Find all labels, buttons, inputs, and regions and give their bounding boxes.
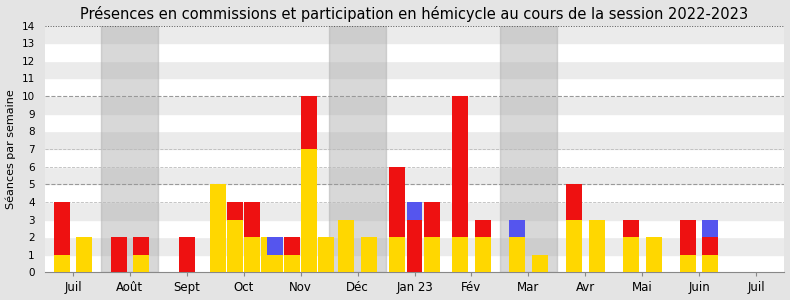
Bar bbox=[389, 167, 405, 237]
Bar bbox=[210, 184, 226, 272]
Bar bbox=[244, 237, 260, 272]
Bar bbox=[44, 114, 784, 131]
Bar bbox=[407, 202, 423, 220]
Bar bbox=[452, 96, 468, 237]
Bar bbox=[44, 237, 784, 255]
Bar bbox=[407, 220, 423, 272]
Bar bbox=[301, 96, 318, 149]
Bar bbox=[44, 43, 784, 61]
Bar bbox=[452, 237, 468, 272]
Bar bbox=[228, 202, 243, 220]
Bar bbox=[329, 26, 386, 272]
Bar bbox=[475, 220, 491, 237]
Bar bbox=[101, 26, 159, 272]
Bar bbox=[475, 237, 491, 272]
Y-axis label: Séances par semaine: Séances par semaine bbox=[6, 89, 16, 209]
Bar bbox=[679, 220, 696, 255]
Bar bbox=[54, 255, 70, 272]
Bar bbox=[702, 220, 718, 237]
Bar bbox=[623, 237, 639, 272]
Bar bbox=[423, 237, 439, 272]
Bar bbox=[44, 78, 784, 96]
Bar bbox=[645, 237, 661, 272]
Bar bbox=[623, 220, 639, 237]
Bar bbox=[44, 96, 784, 114]
Bar bbox=[244, 202, 260, 237]
Bar bbox=[44, 61, 784, 78]
Bar bbox=[532, 255, 547, 272]
Bar bbox=[702, 255, 718, 272]
Bar bbox=[284, 237, 300, 255]
Bar bbox=[44, 167, 784, 184]
Bar bbox=[589, 220, 604, 272]
Bar bbox=[134, 255, 149, 272]
Bar bbox=[134, 237, 149, 255]
Bar bbox=[44, 26, 784, 43]
Bar bbox=[44, 255, 784, 272]
Bar bbox=[44, 149, 784, 166]
Bar bbox=[261, 237, 277, 272]
Bar bbox=[509, 220, 525, 237]
Bar bbox=[284, 255, 300, 272]
Title: Présences en commissions et participation en hémicycle au cours de la session 20: Présences en commissions et participatio… bbox=[81, 6, 749, 22]
Bar bbox=[267, 237, 283, 255]
Bar bbox=[361, 237, 377, 272]
Bar bbox=[423, 202, 439, 237]
Bar bbox=[44, 184, 784, 202]
Bar bbox=[679, 255, 696, 272]
Bar bbox=[111, 237, 126, 272]
Bar bbox=[267, 255, 283, 272]
Bar bbox=[338, 220, 354, 272]
Bar bbox=[44, 220, 784, 237]
Bar bbox=[44, 202, 784, 220]
Bar bbox=[318, 237, 334, 272]
Bar bbox=[509, 237, 525, 272]
Bar bbox=[566, 184, 582, 220]
Bar bbox=[500, 26, 557, 272]
Bar bbox=[77, 237, 92, 272]
Bar bbox=[566, 220, 582, 272]
Bar bbox=[301, 149, 318, 272]
Bar bbox=[702, 237, 718, 255]
Bar bbox=[44, 131, 784, 149]
Bar bbox=[389, 237, 405, 272]
Bar bbox=[228, 220, 243, 272]
Bar bbox=[54, 202, 70, 255]
Bar bbox=[179, 237, 195, 272]
